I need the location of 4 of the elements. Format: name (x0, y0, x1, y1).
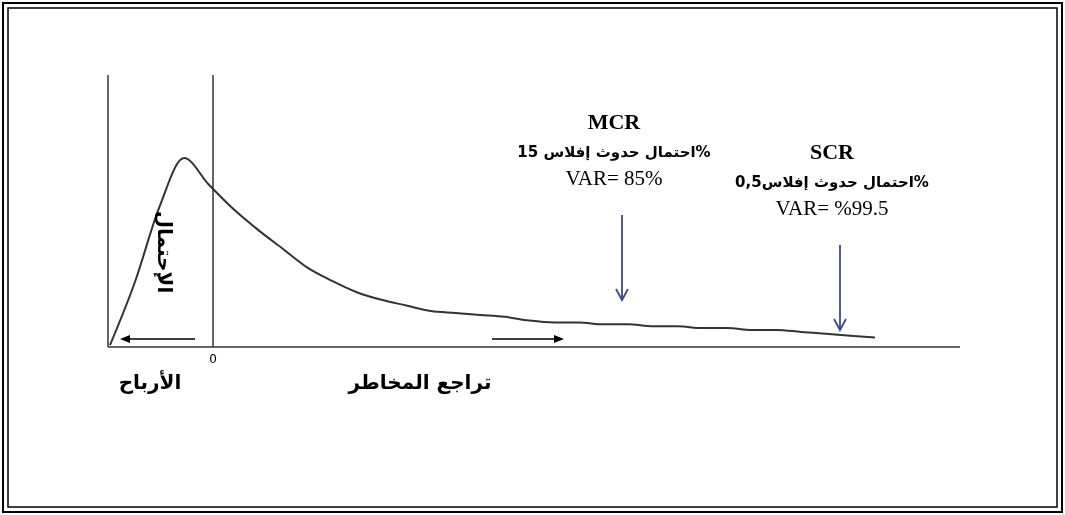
y-axis-title: الإحتمال (153, 210, 177, 294)
x-axis-title: تراجع المخاطر (347, 370, 492, 394)
text: الأرباح (118, 369, 182, 394)
text: 0 (209, 352, 217, 366)
